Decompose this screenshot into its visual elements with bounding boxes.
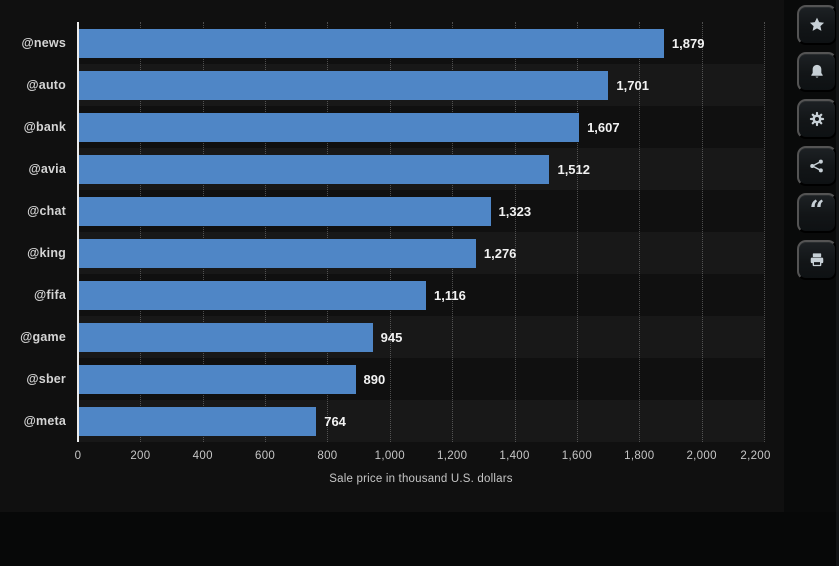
gridline bbox=[265, 22, 267, 442]
settings-button[interactable] bbox=[797, 99, 837, 139]
category-label: @meta bbox=[23, 414, 66, 428]
x-tick-label: 1,400 bbox=[499, 450, 530, 462]
star-icon bbox=[807, 15, 827, 35]
value-label: 1,701 bbox=[616, 77, 649, 93]
bar-row: 890 bbox=[78, 358, 764, 400]
value-label: 1,276 bbox=[483, 245, 517, 261]
footer: i Additional Information © Statista 2022… bbox=[0, 512, 839, 566]
x-tick-label: 200 bbox=[130, 450, 151, 462]
bar bbox=[78, 406, 317, 436]
bar bbox=[78, 70, 609, 100]
quote-icon: “ bbox=[809, 196, 825, 226]
bar-row: 1,879 bbox=[78, 22, 764, 64]
bar bbox=[78, 364, 356, 394]
x-tick-label: 1,200 bbox=[437, 450, 468, 462]
gridline bbox=[140, 22, 142, 442]
gear-icon bbox=[807, 109, 827, 129]
gridline bbox=[576, 22, 578, 442]
bar-row: 1,323 bbox=[78, 190, 764, 232]
bar-row: 764 bbox=[78, 400, 764, 442]
notifications-button[interactable] bbox=[797, 52, 837, 92]
category-label: @bank bbox=[23, 120, 66, 134]
x-tick-label: 600 bbox=[255, 450, 276, 462]
value-label: 1,512 bbox=[557, 161, 591, 177]
bar bbox=[78, 154, 550, 184]
gridline bbox=[202, 22, 204, 442]
gridline bbox=[701, 22, 703, 442]
x-tick-label: 800 bbox=[317, 450, 338, 462]
x-tick-label: 2,000 bbox=[686, 450, 717, 462]
category-label: @fifa bbox=[34, 288, 66, 302]
value-label: 1,607 bbox=[587, 119, 620, 135]
bar-chart-plot: 1,879 1,701 1,607 1,512 1,323 1,276 1,116 945 89… bbox=[77, 22, 765, 442]
category-label: @king bbox=[27, 246, 66, 260]
share-icon bbox=[807, 156, 827, 176]
bar bbox=[78, 238, 476, 268]
x-tick-label: 1,000 bbox=[374, 450, 405, 462]
x-axis-ticks: 0 200 400 600 800 1,000 1,200 1,400 1,600 1,800 2,… bbox=[74, 450, 771, 464]
right-edge-strip bbox=[836, 0, 839, 566]
value-label: 1,116 bbox=[433, 287, 466, 303]
bar bbox=[78, 322, 373, 352]
category-label: @avia bbox=[28, 162, 66, 176]
x-tick-label: 400 bbox=[192, 450, 213, 462]
chart-card: @news @auto @bank @avia @chat @king @fifa @game… bbox=[0, 22, 771, 485]
category-label: @sber bbox=[26, 372, 66, 386]
print-button[interactable] bbox=[797, 240, 837, 280]
cite-button[interactable]: “ bbox=[797, 193, 837, 233]
category-label: @news bbox=[21, 36, 66, 50]
x-tick-label: 1,600 bbox=[561, 450, 593, 462]
value-label: 1,879 bbox=[671, 35, 705, 51]
bar bbox=[78, 28, 664, 58]
category-label: @auto bbox=[26, 78, 66, 92]
share-button[interactable] bbox=[797, 146, 837, 186]
action-rail: “ bbox=[784, 0, 839, 512]
bar bbox=[78, 112, 580, 142]
gridline bbox=[514, 22, 516, 442]
y-axis-line bbox=[77, 22, 79, 442]
bar-row: 1,116 bbox=[78, 274, 764, 316]
bar-row: 1,512 bbox=[78, 148, 764, 190]
bar bbox=[78, 280, 426, 310]
bar-row: 1,701 bbox=[78, 64, 764, 106]
bar-row: 1,276 bbox=[78, 232, 764, 274]
x-tick-label: 1,800 bbox=[624, 450, 655, 462]
gridline bbox=[452, 22, 454, 442]
bell-icon bbox=[807, 62, 827, 82]
value-label: 890 bbox=[363, 371, 386, 387]
value-label: 1,323 bbox=[498, 203, 532, 219]
gridline bbox=[327, 22, 329, 442]
bar-row: 1,607 bbox=[78, 106, 764, 148]
value-label: 945 bbox=[380, 329, 403, 345]
printer-icon bbox=[807, 250, 827, 270]
category-label: @chat bbox=[27, 204, 66, 218]
bar bbox=[78, 196, 491, 226]
gridline bbox=[639, 22, 641, 442]
category-axis: @news @auto @bank @avia @chat @king @fifa @game… bbox=[0, 22, 68, 442]
gridline bbox=[764, 22, 765, 442]
value-label: 764 bbox=[324, 413, 346, 429]
favorite-button[interactable] bbox=[797, 5, 837, 45]
category-label: @game bbox=[20, 330, 66, 344]
bar-row: 945 bbox=[78, 316, 764, 358]
x-tick-label: 2,200 bbox=[740, 450, 771, 462]
gridline bbox=[389, 22, 391, 442]
x-axis-title: Sale price in thousand U.S. dollars bbox=[329, 473, 513, 485]
x-tick-label: 0 bbox=[74, 450, 82, 462]
